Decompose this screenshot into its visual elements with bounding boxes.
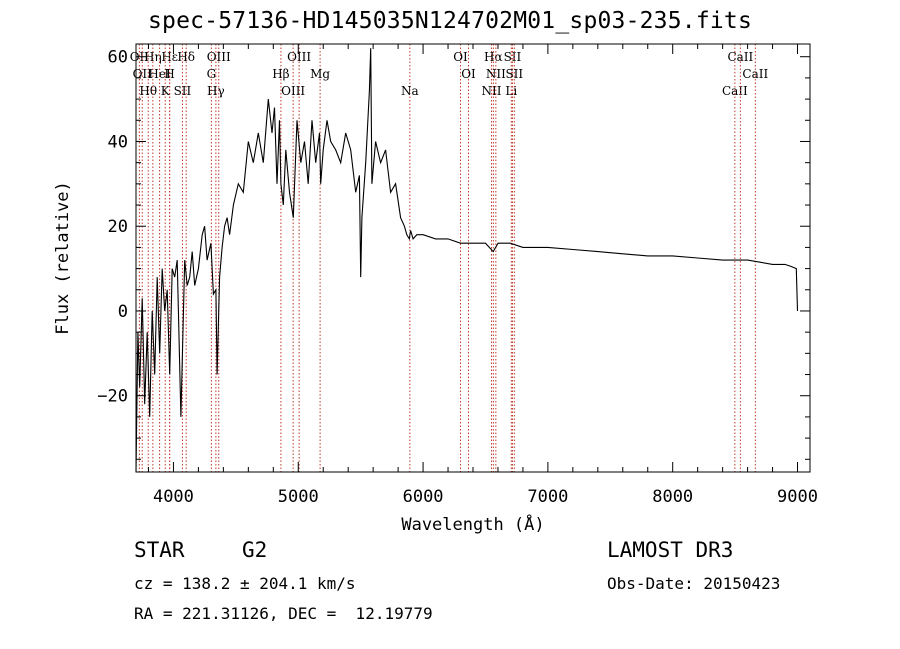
x-tick-label: 8000	[652, 487, 693, 507]
line-marker-label: Mg	[310, 67, 330, 81]
survey-label: LAMOST DR3	[607, 538, 734, 562]
line-marker-label: OIII	[287, 50, 311, 64]
line-marker-label: OIII	[207, 50, 231, 64]
object-class: STAR	[134, 538, 185, 562]
plot-frame	[135, 43, 811, 473]
y-axis-label: Flux (relative)	[53, 181, 73, 335]
line-marker-label: Hθ	[139, 84, 157, 98]
x-tick-label: 7000	[527, 487, 568, 507]
line-marker-label: G	[207, 67, 217, 81]
line-marker-label: NII	[481, 84, 501, 98]
y-tick-label: −20	[97, 387, 128, 407]
spectrum-line	[135, 48, 799, 473]
line-marker-label: SII	[174, 84, 192, 98]
line-marker-label: SII	[504, 50, 522, 64]
line-marker-label: Hη	[144, 50, 162, 64]
chart-title: spec-57136-HD145035N124702M01_sp03-235.f…	[147, 8, 753, 34]
line-marker-label: CaII	[722, 84, 748, 98]
cz-value: cz = 138.2 ± 204.1 km/s	[134, 574, 356, 593]
line-marker-label: HeI	[148, 67, 171, 81]
coordinates: RA = 221.31126, DEC = 12.19779	[134, 604, 433, 623]
x-tick-label: 4000	[153, 487, 194, 507]
line-marker-label: H	[164, 67, 174, 81]
line-marker-label: OI	[461, 67, 476, 81]
y-tick-label: 0	[118, 302, 128, 322]
line-marker-label: OIII	[281, 84, 305, 98]
x-tick-label: 5000	[278, 487, 319, 507]
line-marker-label: Hγ	[207, 84, 225, 98]
x-axis-label: Wavelength (Å)	[401, 513, 544, 535]
line-marker-label: NII	[486, 67, 506, 81]
line-marker-label: Li	[505, 84, 517, 98]
line-marker-label: Hδ	[177, 50, 195, 64]
x-tick-label: 6000	[403, 487, 444, 507]
line-marker-label: Hα	[484, 50, 503, 64]
line-marker-label: CaII	[727, 50, 753, 64]
line-marker-label: SII	[505, 67, 523, 81]
y-tick-label: 20	[108, 217, 128, 237]
y-tick-label: 40	[108, 132, 128, 152]
line-marker-label: CaII	[742, 67, 768, 81]
line-marker-label: OI	[453, 50, 468, 64]
line-marker-label: K	[161, 84, 171, 98]
line-marker-label: Na	[401, 84, 419, 98]
object-subclass: G2	[242, 538, 268, 562]
y-tick-label: 60	[108, 48, 128, 68]
obs-date: Obs-Date: 20150423	[607, 574, 781, 593]
line-marker-label: Hβ	[272, 67, 289, 81]
x-tick-label: 9000	[777, 487, 818, 507]
